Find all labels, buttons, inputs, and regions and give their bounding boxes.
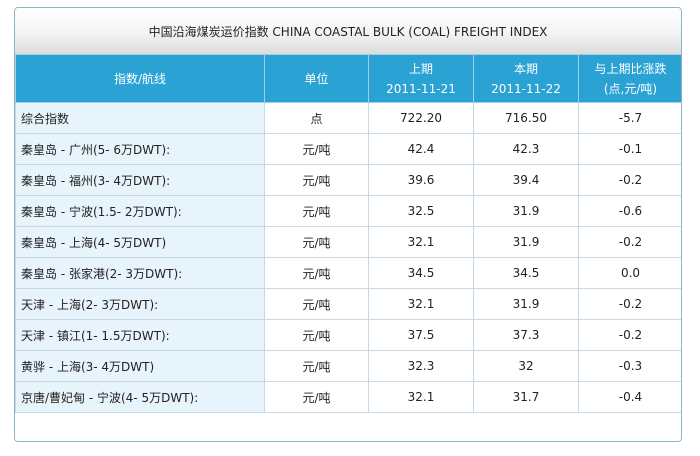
- header-route: 指数/航线: [15, 54, 265, 103]
- change-value: -0.2: [578, 226, 681, 258]
- route-name: 秦皇岛 - 张家港(2- 3万DWT):: [15, 257, 265, 289]
- table-row: 秦皇岛 - 上海(4- 5万DWT) 元/吨 32.1 31.9 -0.2: [15, 226, 681, 258]
- current-value: 31.9: [473, 226, 579, 258]
- previous-value: 42.4: [368, 133, 474, 165]
- previous-value: 34.5: [368, 257, 474, 289]
- previous-value: 32.1: [368, 381, 474, 413]
- table-header-row: 指数/航线 单位 上期 2011-11-21 本期 2011-11-22 与上期…: [15, 54, 681, 103]
- header-previous-date: 2011-11-21: [386, 81, 456, 96]
- current-value: 34.5: [473, 257, 579, 289]
- route-name: 秦皇岛 - 上海(4- 5万DWT): [15, 226, 265, 258]
- change-value: -0.2: [578, 288, 681, 320]
- change-value: -0.2: [578, 319, 681, 351]
- freight-index-panel: 中国沿海煤炭运价指数 CHINA COASTAL BULK (COAL) FRE…: [14, 7, 682, 442]
- route-name: 综合指数: [15, 102, 265, 134]
- unit-cell: 元/吨: [264, 319, 369, 351]
- change-value: -0.6: [578, 195, 681, 227]
- unit-cell: 元/吨: [264, 288, 369, 320]
- table-row: 秦皇岛 - 广州(5- 6万DWT): 元/吨 42.4 42.3 -0.1: [15, 133, 681, 165]
- route-name: 京唐/曹妃甸 - 宁波(4- 5万DWT):: [15, 381, 265, 413]
- current-value: 31.7: [473, 381, 579, 413]
- previous-value: 32.3: [368, 350, 474, 382]
- previous-value: 39.6: [368, 164, 474, 196]
- change-value: -5.7: [578, 102, 681, 134]
- route-name: 黄骅 - 上海(3- 4万DWT): [15, 350, 265, 382]
- change-value: -0.3: [578, 350, 681, 382]
- header-previous-label: 上期: [408, 61, 433, 76]
- change-value: 0.0: [578, 257, 681, 289]
- change-value: -0.1: [578, 133, 681, 165]
- header-current-date: 2011-11-22: [491, 81, 561, 96]
- current-value: 39.4: [473, 164, 579, 196]
- panel-footer: [15, 413, 681, 441]
- unit-cell: 元/吨: [264, 350, 369, 382]
- change-value: -0.2: [578, 164, 681, 196]
- previous-value: 37.5: [368, 319, 474, 351]
- previous-value: 32.1: [368, 226, 474, 258]
- previous-value: 32.1: [368, 288, 474, 320]
- header-change-label: 与上期比涨跌: [594, 61, 667, 76]
- table-row: 秦皇岛 - 宁波(1.5- 2万DWT): 元/吨 32.5 31.9 -0.6: [15, 195, 681, 227]
- panel-title: 中国沿海煤炭运价指数 CHINA COASTAL BULK (COAL) FRE…: [15, 8, 681, 55]
- current-value: 32: [473, 350, 579, 382]
- previous-value: 722.20: [368, 102, 474, 134]
- header-change-unit: (点,元/吨): [603, 81, 658, 96]
- change-value: -0.4: [578, 381, 681, 413]
- previous-value: 32.5: [368, 195, 474, 227]
- unit-cell: 元/吨: [264, 257, 369, 289]
- header-previous-period: 上期 2011-11-21: [368, 54, 474, 103]
- header-change: 与上期比涨跌 (点,元/吨): [578, 54, 681, 103]
- unit-cell: 元/吨: [264, 381, 369, 413]
- unit-cell: 元/吨: [264, 164, 369, 196]
- table-row: 京唐/曹妃甸 - 宁波(4- 5万DWT): 元/吨 32.1 31.7 -0.…: [15, 381, 681, 413]
- header-current-period: 本期 2011-11-22: [473, 54, 579, 103]
- route-name: 秦皇岛 - 福州(3- 4万DWT):: [15, 164, 265, 196]
- header-current-label: 本期: [513, 61, 538, 76]
- current-value: 31.9: [473, 195, 579, 227]
- table-row: 秦皇岛 - 张家港(2- 3万DWT): 元/吨 34.5 34.5 0.0: [15, 257, 681, 289]
- table-row: 黄骅 - 上海(3- 4万DWT) 元/吨 32.3 32 -0.3: [15, 350, 681, 382]
- unit-cell: 点: [264, 102, 369, 134]
- current-value: 31.9: [473, 288, 579, 320]
- route-name: 秦皇岛 - 广州(5- 6万DWT):: [15, 133, 265, 165]
- unit-cell: 元/吨: [264, 195, 369, 227]
- route-name: 秦皇岛 - 宁波(1.5- 2万DWT):: [15, 195, 265, 227]
- table-row: 综合指数 点 722.20 716.50 -5.7: [15, 102, 681, 134]
- table-row: 秦皇岛 - 福州(3- 4万DWT): 元/吨 39.6 39.4 -0.2: [15, 164, 681, 196]
- route-name: 天津 - 镇江(1- 1.5万DWT):: [15, 319, 265, 351]
- unit-cell: 元/吨: [264, 133, 369, 165]
- unit-cell: 元/吨: [264, 226, 369, 258]
- table-row: 天津 - 镇江(1- 1.5万DWT): 元/吨 37.5 37.3 -0.2: [15, 319, 681, 351]
- current-value: 37.3: [473, 319, 579, 351]
- header-unit: 单位: [264, 54, 369, 103]
- freight-index-table: 指数/航线 单位 上期 2011-11-21 本期 2011-11-22 与上期…: [15, 54, 681, 413]
- current-value: 716.50: [473, 102, 579, 134]
- route-name: 天津 - 上海(2- 3万DWT):: [15, 288, 265, 320]
- current-value: 42.3: [473, 133, 579, 165]
- table-row: 天津 - 上海(2- 3万DWT): 元/吨 32.1 31.9 -0.2: [15, 288, 681, 320]
